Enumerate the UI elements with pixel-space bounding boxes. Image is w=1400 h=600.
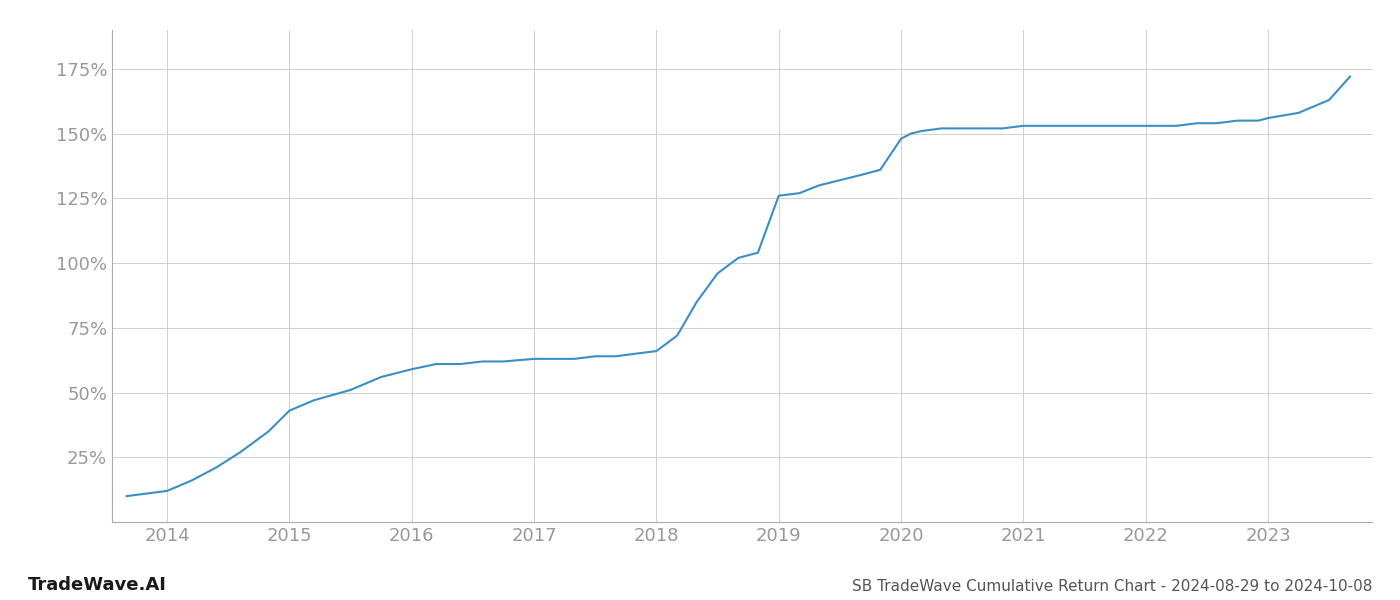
Text: TradeWave.AI: TradeWave.AI (28, 576, 167, 594)
Text: SB TradeWave Cumulative Return Chart - 2024-08-29 to 2024-10-08: SB TradeWave Cumulative Return Chart - 2… (851, 579, 1372, 594)
